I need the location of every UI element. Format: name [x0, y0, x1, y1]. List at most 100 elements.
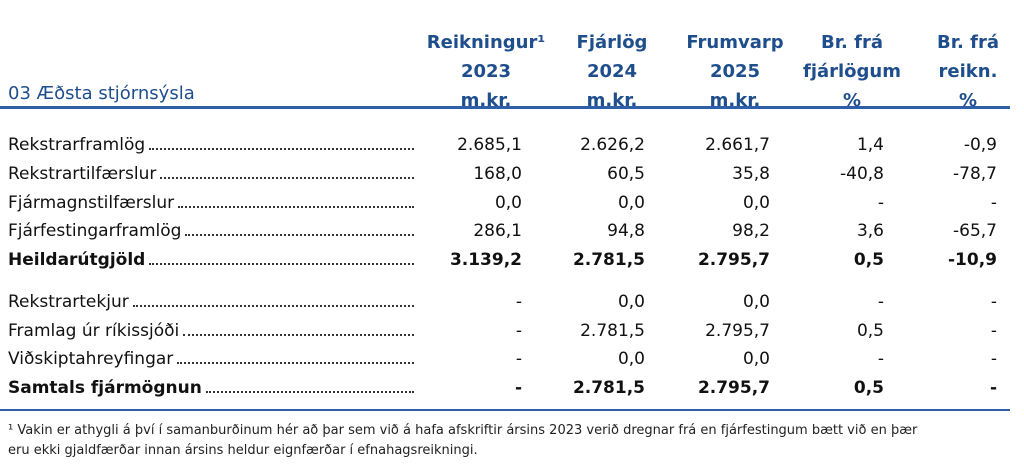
cell: -: [515, 349, 522, 369]
cell: -: [990, 349, 997, 369]
cell: -: [877, 193, 884, 213]
column-header: Reikningur¹: [426, 32, 546, 53]
cell: 3,6: [856, 221, 884, 241]
table-row: Rekstrartilfærslur 168,0 60,5 35,8 -40,8 -78,…: [0, 162, 1024, 190]
cell: 0,5: [853, 250, 884, 270]
column-header: m.kr.: [586, 90, 638, 111]
table-row: Framlag úr ríkissjóði - 2.781,5 2.795,7 0,5 -: [0, 319, 1024, 347]
label-text: Heildarútgjöld: [8, 250, 146, 270]
cell: 3.139,2: [449, 250, 522, 270]
cell: -: [990, 321, 997, 341]
cell: 0,0: [494, 193, 522, 213]
label-text: Rekstrartilfærslur: [8, 164, 157, 184]
label-text: Viðskiptahreyfingar: [8, 349, 174, 369]
total-row: Samtals fjármögnun - 2.781,5 2.795,7 0,5 -: [0, 376, 1024, 404]
cell: 0,0: [742, 292, 770, 312]
cell: 2.685,1: [457, 135, 522, 155]
column-header: 2023: [460, 61, 512, 82]
cell: 0,0: [617, 349, 645, 369]
cell: 2.781,5: [572, 250, 645, 270]
dot-leader: [132, 305, 414, 307]
column-header: m.kr.: [460, 90, 512, 111]
cell: -: [990, 292, 997, 312]
row-label: Viðskiptahreyfingar: [8, 349, 416, 369]
cell: -: [877, 349, 884, 369]
column-header: reikn.: [938, 61, 998, 82]
cell: 2.781,5: [580, 321, 645, 341]
cell: 1,4: [856, 135, 884, 155]
cell: 168,0: [473, 164, 522, 184]
cell: -10,9: [948, 250, 997, 270]
cell: -78,7: [953, 164, 997, 184]
header-rule: [0, 106, 1010, 109]
cell: 2.795,7: [697, 250, 770, 270]
cell: -: [877, 292, 884, 312]
cell: 0,0: [742, 193, 770, 213]
label-text: Samtals fjármögnun: [8, 378, 202, 398]
cell: 0,0: [617, 193, 645, 213]
cell: -: [990, 193, 997, 213]
cell: -: [515, 321, 522, 341]
cell: -0,9: [963, 135, 997, 155]
cell: 2.795,7: [705, 321, 770, 341]
label-text: Fjármagnstilfærslur: [8, 193, 175, 213]
cell: 0,0: [742, 349, 770, 369]
dot-leader: [177, 362, 414, 364]
dot-leader: [205, 391, 414, 393]
cell: 0,5: [853, 378, 884, 398]
column-header: 2024: [586, 61, 638, 82]
total-row: Heildarútgjöld 3.139,2 2.781,5 2.795,7 0,5 -1…: [0, 248, 1024, 276]
cell: 2.626,2: [580, 135, 645, 155]
cell: 0,0: [617, 292, 645, 312]
cell: -: [515, 292, 522, 312]
table-row: Fjárfestingarframlög 286,1 94,8 98,2 3,6 -65,…: [0, 219, 1024, 247]
row-label: Rekstrartekjur: [8, 292, 416, 312]
cell: -: [989, 378, 997, 398]
cell: -65,7: [953, 221, 997, 241]
cell: 98,2: [732, 221, 770, 241]
dot-leader: [160, 177, 414, 179]
row-label: Samtals fjármögnun: [8, 378, 416, 398]
table-row: Fjármagnstilfærslur 0,0 0,0 0,0 - -: [0, 191, 1024, 219]
dot-leader: [149, 148, 414, 150]
label-text: Rekstrarframlög: [8, 135, 146, 155]
column-header: Br. frá: [937, 32, 999, 53]
dot-leader: [149, 263, 414, 265]
column-header: 2025: [709, 61, 761, 82]
cell: 94,8: [607, 221, 645, 241]
dot-leader: [185, 234, 414, 236]
cell: 2.795,7: [697, 378, 770, 398]
label-text: Framlag úr ríkissjóði: [8, 321, 180, 341]
row-label: Rekstrarframlög: [8, 135, 416, 155]
column-header: %: [958, 90, 978, 111]
cell: 35,8: [732, 164, 770, 184]
column-header: Br. frá: [821, 32, 883, 53]
table-row: Rekstrartekjur - 0,0 0,0 - -: [0, 290, 1024, 318]
footnote: ¹ Vakin er athygli á því í samanburðinum…: [8, 423, 918, 438]
table-row: Rekstrarframlög 2.685,1 2.626,2 2.661,7 1,4 -…: [0, 133, 1024, 161]
cell: 0,5: [856, 321, 884, 341]
dot-leader: [178, 206, 414, 208]
table-row: Viðskiptahreyfingar - 0,0 0,0 - -: [0, 347, 1024, 375]
cell: -40,8: [840, 164, 884, 184]
column-header: Fjárlög: [576, 32, 648, 53]
row-label: Heildarútgjöld: [8, 250, 416, 270]
cell: 286,1: [473, 221, 522, 241]
label-text: Fjárfestingarframlög: [8, 221, 182, 241]
footer-rule: [0, 409, 1010, 411]
column-header: %: [842, 90, 862, 111]
cell: 2.661,7: [705, 135, 770, 155]
row-label: Framlag úr ríkissjóði: [8, 321, 416, 341]
table-title: 03 Æðsta stjórnsýsla: [8, 83, 195, 104]
cell: 2.781,5: [572, 378, 645, 398]
cell: 60,5: [607, 164, 645, 184]
cell: -: [514, 378, 522, 398]
dot-leader: [183, 334, 414, 336]
footnote: eru ekki gjaldfærðar innan ársins heldur…: [8, 443, 478, 458]
row-label: Fjárfestingarframlög: [8, 221, 416, 241]
row-label: Rekstrartilfærslur: [8, 164, 416, 184]
column-header: m.kr.: [709, 90, 761, 111]
column-header: Frumvarp: [686, 32, 784, 53]
row-label: Fjármagnstilfærslur: [8, 193, 416, 213]
